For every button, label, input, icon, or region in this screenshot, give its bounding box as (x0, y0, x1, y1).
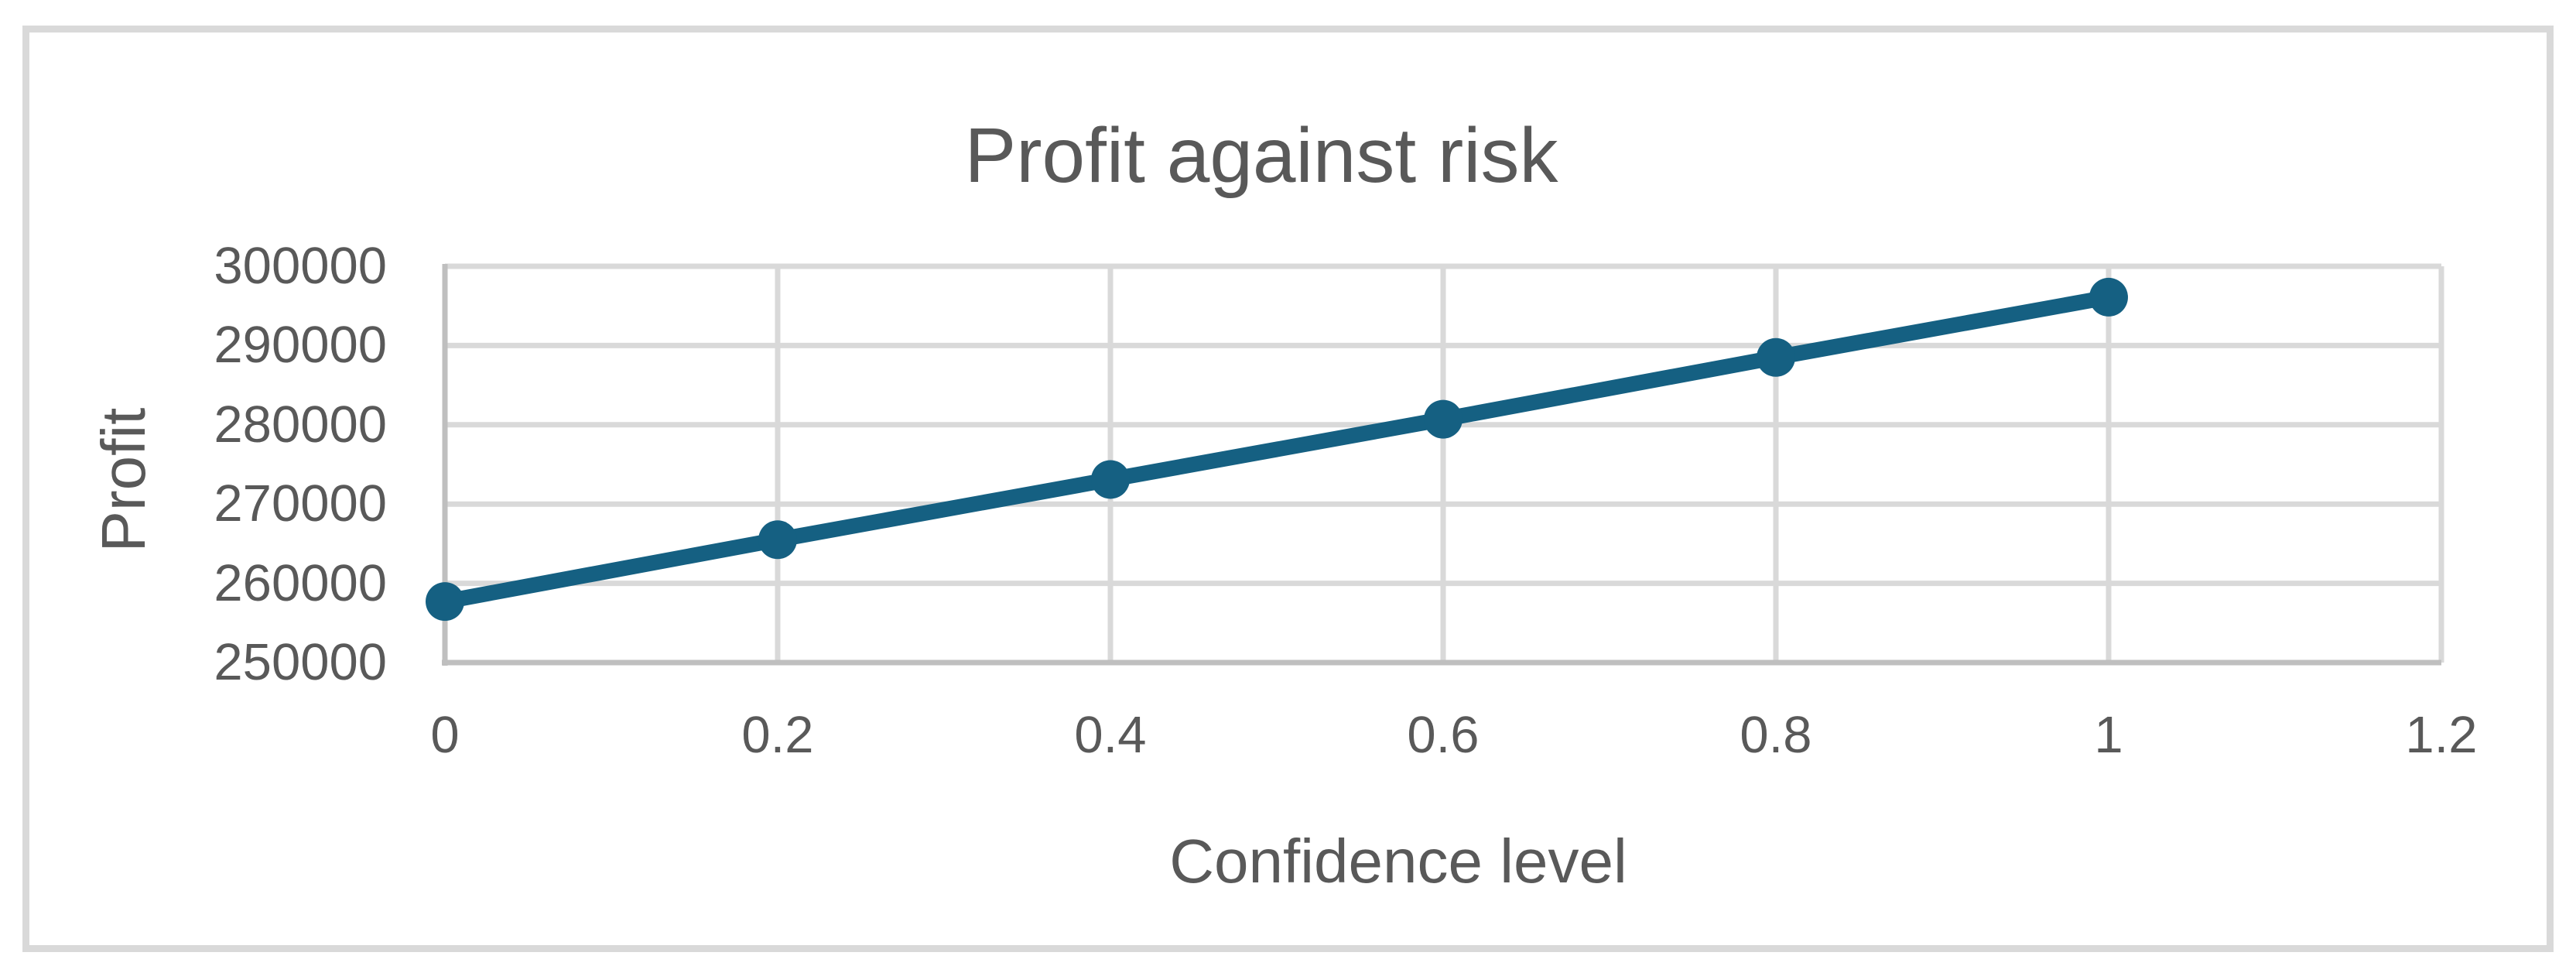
chart-area-border (22, 26, 2554, 952)
x-tick-label: 0.6 (1407, 706, 1480, 764)
y-tick-label: 260000 (214, 554, 387, 612)
y-tick-label: 280000 (214, 396, 387, 454)
y-tick-label: 290000 (214, 316, 387, 374)
y-tick-label: 250000 (214, 633, 387, 691)
x-tick-label: 0.8 (1740, 706, 1812, 764)
chart-title: Profit against risk (964, 112, 1558, 199)
profit-series-line (437, 289, 2116, 610)
x-tick-label: 0 (430, 706, 460, 764)
data-point-marker (1757, 337, 1795, 377)
data-point-marker (758, 520, 797, 560)
x-tick-label: 0.2 (741, 706, 814, 764)
x-tick-label: 1.2 (2405, 706, 2478, 764)
x-axis-title: Confidence level (1169, 827, 1627, 896)
x-tick-label: 0.4 (1074, 706, 1147, 764)
data-point-marker (426, 582, 464, 622)
data-point-marker (1091, 460, 1130, 499)
y-tick-label: 270000 (214, 474, 387, 533)
data-point-marker (1424, 399, 1462, 439)
data-point-marker (2089, 277, 2128, 317)
y-tick-label: 300000 (214, 237, 387, 295)
x-tick-label: 1 (2094, 706, 2123, 764)
